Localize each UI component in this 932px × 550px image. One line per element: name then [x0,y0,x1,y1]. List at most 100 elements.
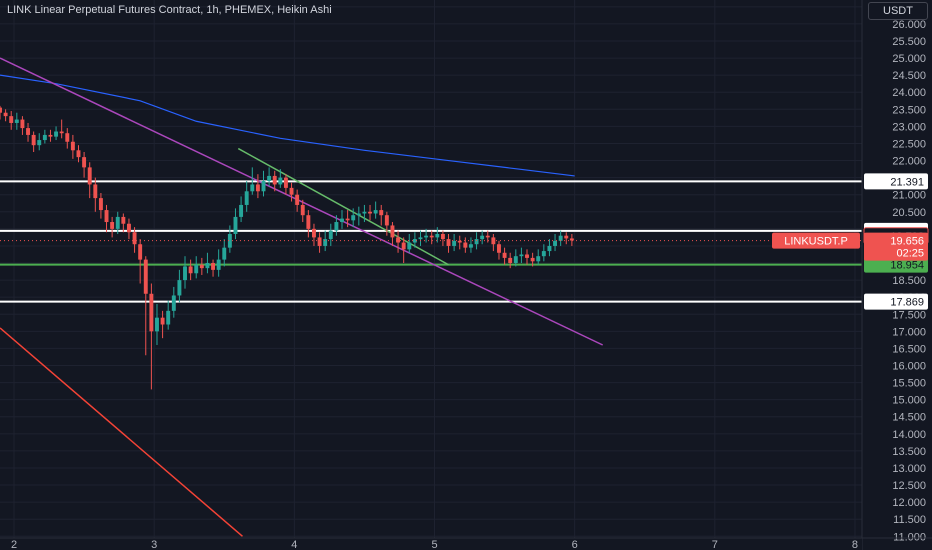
y-tick-label: 18.500 [892,275,926,287]
candle-body [98,198,103,211]
candle-body [132,232,137,245]
candle-body [530,257,535,262]
level-tag [864,293,928,310]
chart-title: LINK Linear Perpetual Futures Contract, … [7,4,332,16]
candle-body [468,244,473,248]
candle-body [384,215,389,226]
candle-body [323,239,328,246]
candle-body [87,167,92,185]
candle-body [351,215,356,221]
candle-body [255,184,260,192]
candle-body [569,238,574,241]
y-tick-label: 15.500 [892,378,926,390]
y-tick-label: 13.000 [892,463,926,475]
candle-body [283,177,288,188]
candle-body [362,211,367,214]
y-tick-label: 22.000 [892,156,926,168]
candle-body [0,107,2,113]
y-tick-label: 15.000 [892,395,926,407]
candle-body [463,242,468,248]
candle-body [440,233,445,240]
candle-body [31,134,36,146]
candle-body [239,204,244,217]
candle-body [278,177,283,185]
y-tick-label: 17.000 [892,326,926,338]
candle-body [20,119,25,129]
candle-body [418,237,423,240]
price-axis: 11.000 11.500 12.000 12.500 13.000 13.500 14.0… [861,0,932,550]
y-tick-label: 25.500 [892,36,926,48]
candle-body [70,141,75,151]
y-tick-label: 16.500 [892,343,926,355]
candle-body [312,228,316,238]
y-tick-label: 12.500 [892,480,926,492]
candle-body [491,237,496,245]
x-tick-label: 6 [572,539,578,550]
candle-body [199,264,204,269]
candle-body [536,256,541,262]
candle-body [93,184,98,199]
candle-body [497,244,501,253]
candle-body [564,235,569,239]
candle-body [424,235,429,238]
symbol-tag [772,232,860,249]
x-tick-label: 3 [151,539,157,550]
candle-body [126,223,131,233]
candle-body [457,240,462,243]
candle-body [82,157,87,168]
candle-body [42,134,47,141]
y-tick-label: 26.000 [892,19,926,31]
candle-body [121,216,126,224]
level-tag-label: 17.869 [890,297,924,309]
countdown-label: 02:25 [896,248,924,260]
candle-body [485,235,490,238]
y-tick-label: 17.500 [892,309,926,321]
ma-line [0,74,575,177]
candle-body [390,225,395,238]
candle-body [37,140,42,146]
last-price-label: 19.656 [890,236,924,248]
candle-body [401,242,406,250]
y-tick-label: 11.000 [893,531,926,543]
candle-body [166,310,171,325]
x-tick-label: 4 [291,539,297,550]
y-tick-label: 13.500 [892,446,926,458]
candle-body [54,131,59,137]
price-axis-bg [862,0,932,550]
candle-body [412,239,417,243]
candle-body [3,112,8,117]
candle-body [407,242,412,250]
candle-body [115,216,120,229]
currency-button[interactable]: USDT [868,2,928,20]
candle-body [227,233,232,248]
candle-body [171,295,176,311]
y-tick-label: 14.500 [892,412,926,424]
y-tick-label: 24.500 [892,70,926,82]
candle-body [519,254,524,257]
candle-body [446,239,451,246]
y-tick-label: 12.000 [892,497,926,509]
candle-body [222,247,227,260]
symbol-tag-label: LINKUSDT.P [784,236,848,248]
y-tick-label: 23.500 [892,104,926,116]
candle-body [143,259,148,294]
candle-body [261,181,266,192]
candle-body [508,257,513,264]
plot-area [0,0,862,538]
level-tag [864,173,928,190]
trend-line [0,57,604,346]
x-tick-label: 5 [431,539,437,550]
candle-body [48,134,53,137]
x-tick-label: 2 [11,539,17,550]
candle-body [76,150,81,158]
y-tick-label: 11.500 [893,514,926,526]
time-axis-bg [0,538,862,550]
candle-body [379,210,384,216]
candle-body [138,244,143,260]
candle-body [553,240,558,246]
candle-body [334,222,339,231]
candle-body [272,175,277,185]
candle-body [14,119,19,123]
candle-body [480,235,485,240]
